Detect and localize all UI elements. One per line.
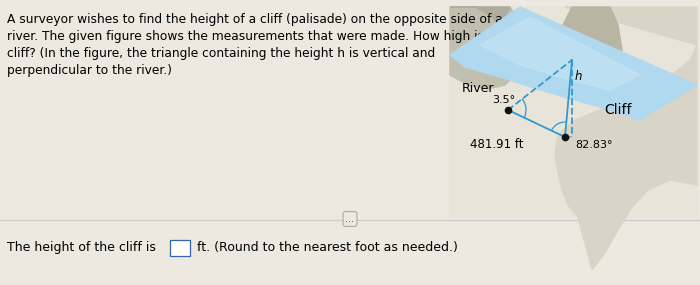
Polygon shape: [558, 7, 622, 90]
Text: perpendicular to the river.): perpendicular to the river.): [7, 64, 172, 77]
Text: A surveyor wishes to find the height of a cliff (palisade) on the opposite side : A surveyor wishes to find the height of …: [7, 13, 503, 26]
Bar: [170, 240, 190, 256]
Polygon shape: [480, 17, 640, 90]
Polygon shape: [450, 7, 510, 27]
Text: The height of the cliff is: The height of the cliff is: [7, 241, 156, 253]
Text: ft. (Round to the nearest foot as needed.): ft. (Round to the nearest foot as needed…: [197, 241, 458, 253]
Polygon shape: [450, 7, 528, 89]
Bar: [450, 7, 697, 217]
Text: h: h: [575, 70, 582, 83]
Text: 481.91 ft: 481.91 ft: [470, 139, 524, 152]
Text: Cliff: Cliff: [604, 103, 631, 117]
Text: 3.5°: 3.5°: [492, 95, 515, 105]
Polygon shape: [450, 7, 697, 120]
Text: ...: ...: [346, 214, 354, 224]
Text: cliff? (In the figure, the triangle containing the height h is vertical and: cliff? (In the figure, the triangle cont…: [7, 47, 435, 60]
Text: River: River: [462, 82, 494, 95]
Text: 82.83°: 82.83°: [575, 140, 612, 150]
Text: river. The given figure shows the measurements that were made. How high is the: river. The given figure shows the measur…: [7, 30, 508, 43]
Polygon shape: [555, 7, 697, 270]
